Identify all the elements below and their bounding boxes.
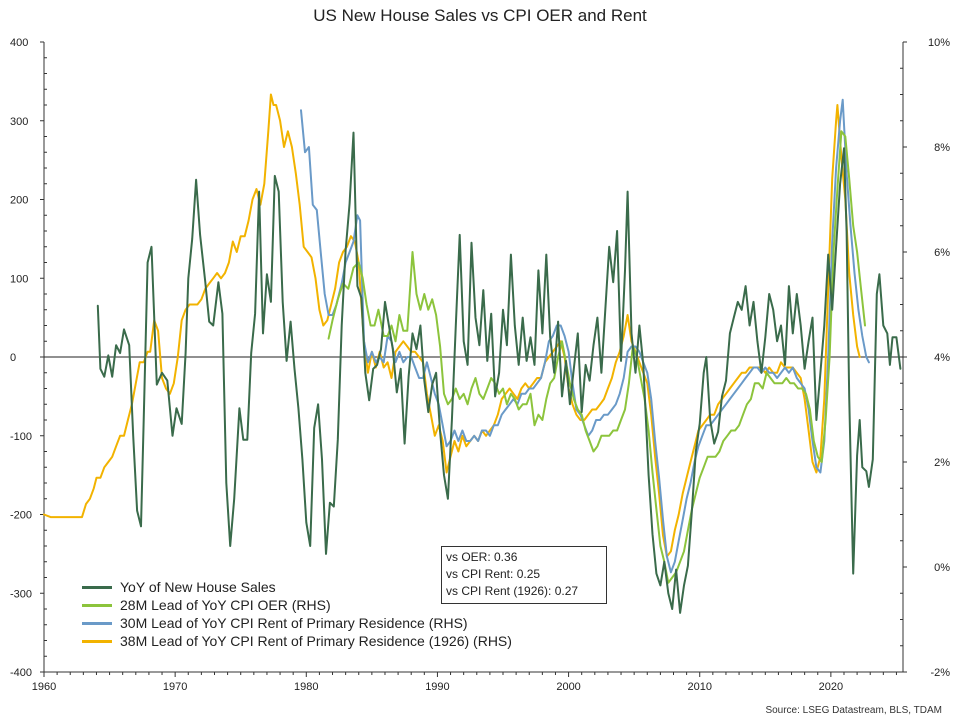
legend-swatch-rent-1926 [82,639,112,643]
right-tick-label: 6% [934,247,950,259]
chart-title: US New House Sales vs CPI OER and Rent [313,6,647,25]
left-tick-label: 200 [10,195,28,207]
x-tick-label: 1970 [163,681,187,693]
left-tick-label: -100 [10,431,32,443]
series-new-house-sales [96,131,902,614]
series-rent-1926 [43,93,861,558]
legend-label-oer: 28M Lead of YoY CPI OER (RHS) [120,597,331,613]
left-tick-label: 400 [10,37,28,49]
right-tick-label: 4% [934,352,950,364]
correlation-cpi-rent: vs CPI Rent: 0.25 [446,567,541,581]
right-tick-label: 0% [934,562,950,574]
legend-item-sales: YoY of New House Sales [82,578,512,596]
legend-swatch-sales [82,585,112,589]
legend-item-rent-1926: 38M Lead of YoY CPI Rent of Primary Resi… [82,632,512,650]
left-tick-label: 300 [10,116,28,128]
left-tick-label: -400 [10,667,32,679]
correlation-oer: vs OER: 0.36 [446,550,518,564]
left-tick-label: 100 [10,273,28,285]
right-tick-label: 8% [934,142,950,154]
x-tick-label: 1960 [32,681,56,693]
legend-item-oer: 28M Lead of YoY CPI OER (RHS) [82,596,512,614]
chart-legend: YoY of New House Sales 28M Lead of YoY C… [82,578,512,650]
legend-item-rent: 30M Lead of YoY CPI Rent of Primary Resi… [82,614,512,632]
series-oer [327,130,866,584]
legend-label-sales: YoY of New House Sales [120,579,276,595]
left-tick-label: 0 [10,352,16,364]
x-tick-label: 1980 [294,681,318,693]
legend-swatch-oer [82,603,112,607]
x-tick-label: 2010 [687,681,711,693]
left-tick-label: -300 [10,588,32,600]
series-layer [43,93,902,614]
x-tick-label: 2020 [819,681,843,693]
right-tick-label: 10% [928,37,950,49]
right-tick-label: 2% [934,457,950,469]
right-tick-label: -2% [930,667,950,679]
legend-label-rent: 30M Lead of YoY CPI Rent of Primary Resi… [120,615,468,631]
legend-swatch-rent [82,621,112,625]
source-note: Source: LSEG Datastream, BLS, TDAM [765,705,942,716]
legend-label-rent-1926: 38M Lead of YoY CPI Rent of Primary Resi… [120,633,512,649]
chart-axes: -400 -300 -200 -100 0 100 200 300 400 -2% 0% 2% 4% 6%… [10,37,950,693]
correlation-cpi-rent-1926: vs CPI Rent (1926): 0.27 [446,584,579,598]
correlation-box: vs OER: 0.36 vs CPI Rent: 0.25 vs CPI Re… [441,546,607,604]
left-tick-label: -200 [10,510,32,522]
x-tick-label: 1990 [425,681,449,693]
x-tick-label: 2000 [556,681,580,693]
